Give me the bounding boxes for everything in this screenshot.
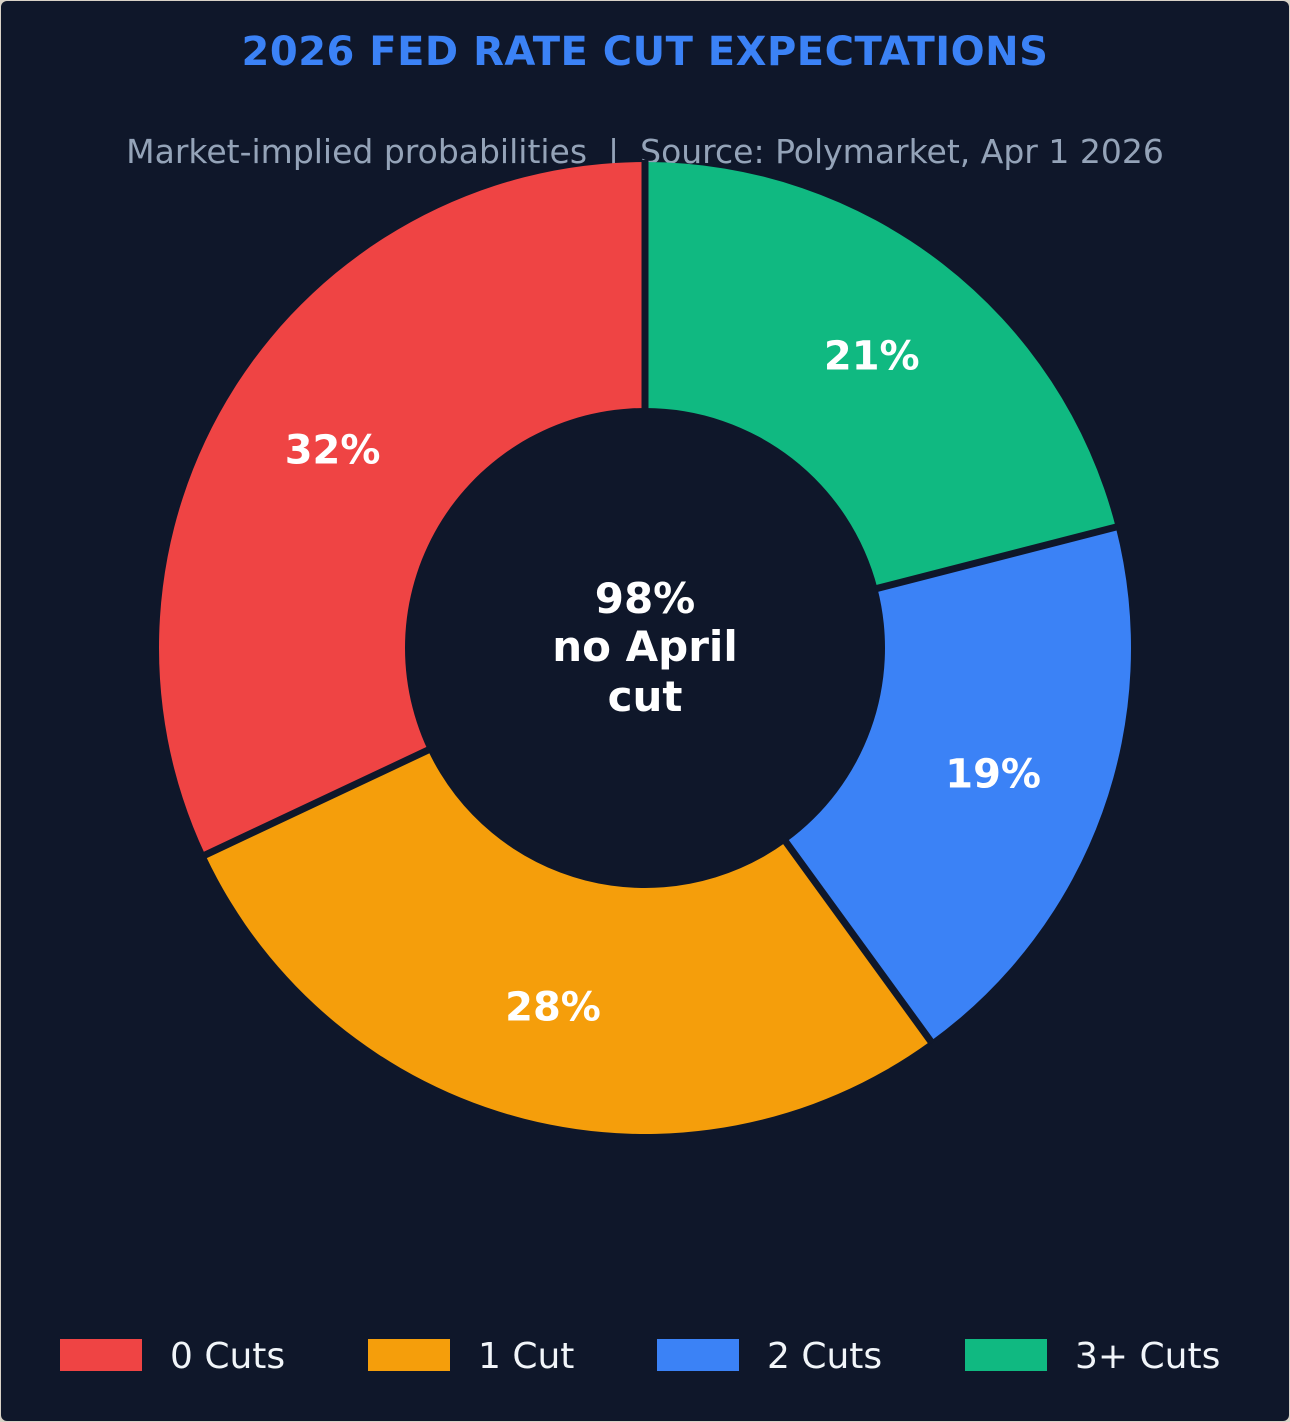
legend-swatch — [60, 1339, 142, 1371]
legend-swatch — [965, 1339, 1047, 1371]
legend-label: 2 Cuts — [767, 1336, 882, 1377]
legend-swatch — [657, 1339, 739, 1371]
chart-title: 2026 FED RATE CUT EXPECTATIONS — [242, 29, 1049, 75]
legend-label: 1 Cut — [478, 1336, 574, 1377]
slice-label-1: 32% — [285, 428, 381, 474]
legend: 0 Cuts 1 Cut 2 Cuts 3+ Cuts — [60, 1336, 1220, 1377]
slice-1-cut — [205, 750, 931, 1134]
legend-item-4: 3+ Cuts — [965, 1336, 1220, 1377]
slice-0-cuts — [159, 162, 645, 855]
slice-separator — [201, 746, 432, 859]
center-line-2: no April — [552, 622, 737, 671]
donut-slices — [159, 160, 1131, 1134]
legend-item-1: 0 Cuts — [60, 1336, 285, 1377]
center-annotation: 98% no April cut — [552, 574, 737, 721]
slice-3-cuts — [645, 162, 1116, 589]
center-line-3: cut — [608, 672, 683, 721]
legend-label: 0 Cuts — [170, 1336, 285, 1377]
slice-label-3: 19% — [945, 751, 1041, 797]
slice-separator — [782, 838, 935, 1045]
slice-separator — [874, 523, 1119, 593]
center-line-1: 98% — [595, 574, 696, 623]
slice-2-cuts — [786, 527, 1131, 1042]
slice-labels: 32% 28% 19% 21% — [285, 334, 1041, 1031]
slice-label-2: 28% — [505, 984, 601, 1030]
slice-label-4: 21% — [824, 334, 920, 380]
legend-item-2: 1 Cut — [368, 1336, 574, 1377]
legend-item-3: 2 Cuts — [657, 1336, 882, 1377]
legend-label: 3+ Cuts — [1075, 1336, 1220, 1377]
legend-swatch — [368, 1339, 450, 1371]
